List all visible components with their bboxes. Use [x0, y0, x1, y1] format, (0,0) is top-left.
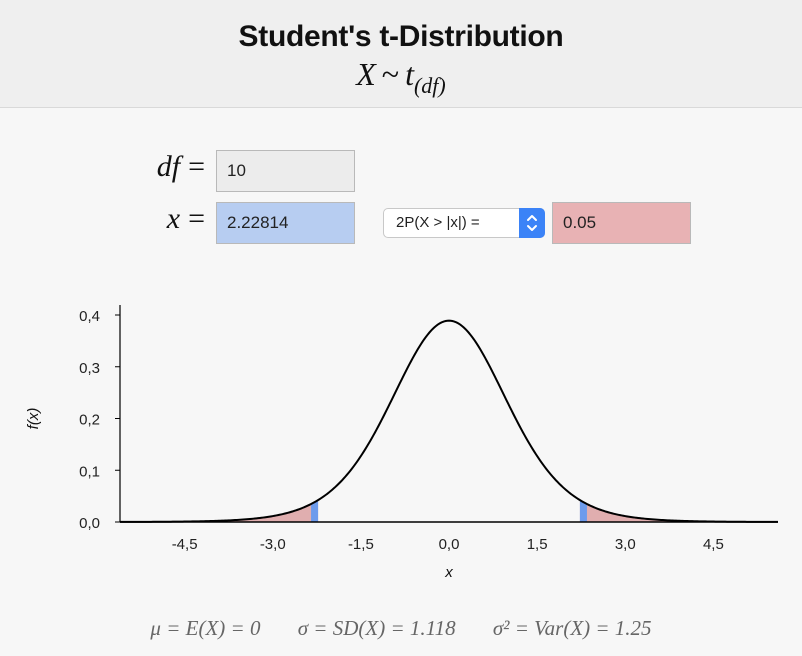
sd-formula: σ = SD(X) = 1.118: [297, 616, 456, 640]
x-tick-label: -1,5: [348, 536, 374, 553]
formula-subscript: (df): [413, 73, 446, 98]
x-tick-label: 1,5: [527, 536, 548, 553]
x-input[interactable]: 2.22814: [216, 202, 355, 244]
right-tail-area: [579, 500, 778, 522]
header: Student's t-Distribution X ~ t(df): [0, 0, 802, 108]
y-tick-label: 0,2: [79, 412, 100, 429]
probability-type-value: 2P(X > |x|) =: [396, 214, 480, 231]
right-x-marker: [579, 500, 587, 522]
formula-variable: X: [356, 56, 376, 92]
x-tick-label: 4,5: [703, 536, 724, 553]
probability-type-select[interactable]: 2P(X > |x|) =: [383, 208, 545, 238]
x-tick-label: -3,0: [260, 536, 286, 553]
x-axis-label: x: [444, 564, 453, 581]
df-label: df =: [135, 150, 205, 184]
df-input[interactable]: 10: [216, 150, 355, 192]
distribution-formula: X ~ t(df): [0, 56, 802, 99]
x-label: x =: [135, 202, 205, 236]
variance-formula: σ² = Var(X) = 1.25: [492, 616, 652, 640]
y-tick-label: 0,0: [79, 515, 100, 532]
y-tick-label: 0,4: [79, 308, 100, 325]
probability-input[interactable]: 0.05: [552, 202, 691, 244]
y-axis-label: f(x): [25, 408, 42, 430]
df-equals: =: [188, 150, 205, 183]
x-tick-label: 3,0: [615, 536, 636, 553]
formula-dist: t: [405, 56, 414, 92]
moments-summary: μ = E(X) = 0 σ = SD(X) = 1.118 σ² = Var(…: [0, 616, 802, 641]
t-distribution-chart: 0,0 0,1 0,2 0,3 0,4 -4,5 -3,0 -1,5 0,0 1,5 3,0 4,5 x…: [25, 305, 779, 581]
left-x-marker: [311, 500, 319, 522]
formula-tilde: ~: [381, 56, 400, 92]
df-label-text: df: [156, 150, 181, 183]
x-tick-label: -4,5: [172, 536, 198, 553]
x-label-text: x: [166, 202, 181, 235]
page-title: Student's t-Distribution: [238, 20, 564, 53]
left-tail-area: [120, 500, 319, 522]
x-equals: =: [188, 202, 205, 235]
x-tick-label: 0,0: [439, 536, 460, 553]
y-tick-label: 0,1: [79, 463, 100, 480]
updown-chevron-icon[interactable]: [519, 208, 545, 238]
density-curve: [119, 319, 779, 523]
y-tick-label: 0,3: [79, 360, 100, 377]
mean-formula: μ = E(X) = 0: [150, 616, 261, 640]
